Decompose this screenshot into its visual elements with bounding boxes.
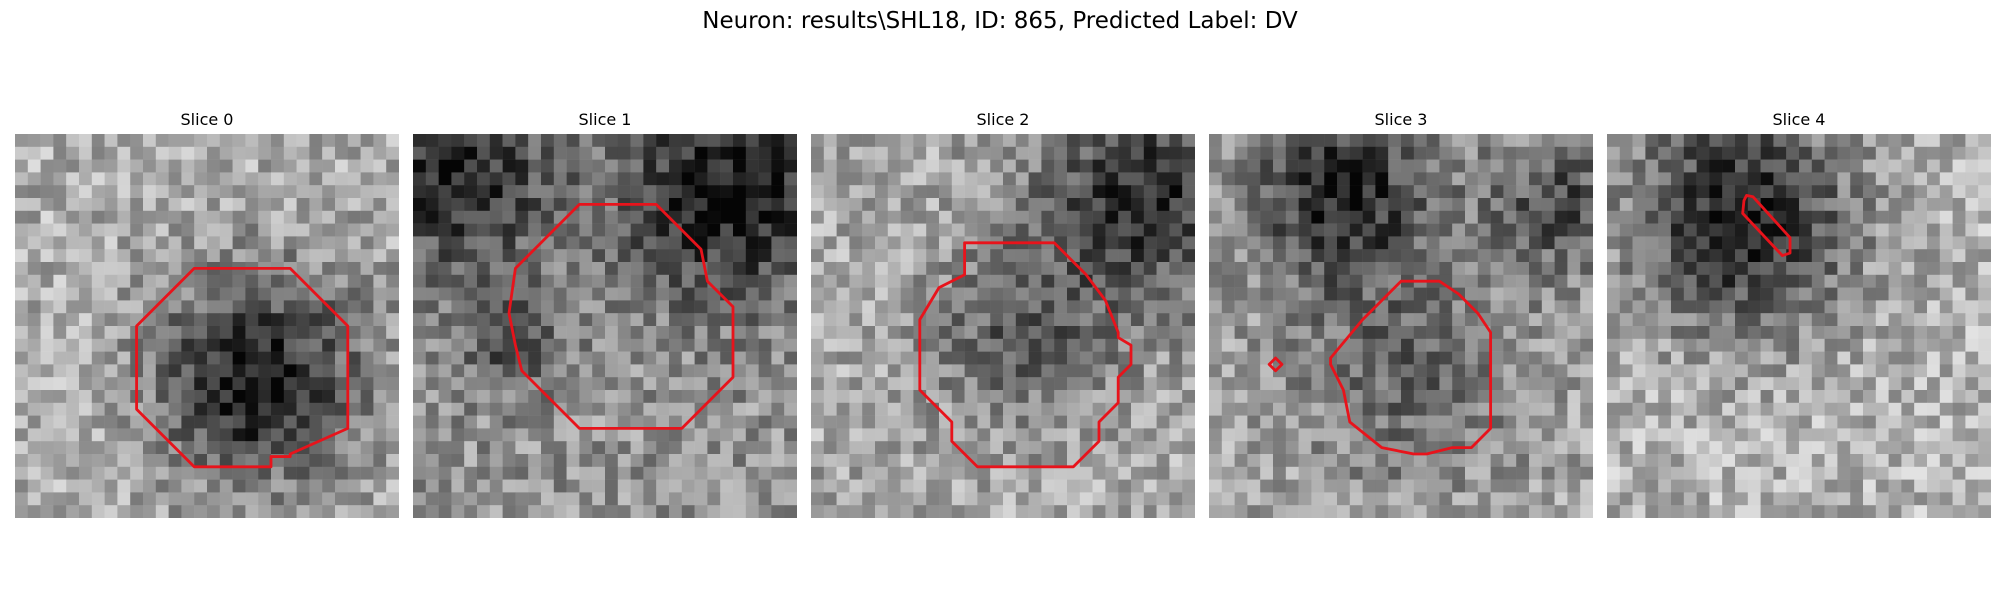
- slice-title: Slice 2: [976, 110, 1030, 129]
- slice-title: Slice 3: [1374, 110, 1428, 129]
- neuron-contour: [507, 202, 735, 430]
- figure-title: Neuron: results\SHL18, ID: 865, Predicte…: [702, 8, 1298, 34]
- slice-image: [1209, 134, 1593, 518]
- slice-title: Slice 4: [1772, 110, 1826, 129]
- slice-image: [15, 134, 399, 518]
- neuron-contour: [918, 241, 1133, 469]
- neuron-contour: [1741, 194, 1792, 258]
- neuron-contour: [1329, 279, 1493, 456]
- slice-title: Slice 1: [578, 110, 632, 129]
- neuron-contour-small: [1267, 356, 1284, 373]
- slice-title: Slice 0: [180, 110, 234, 129]
- slice-image: [1607, 134, 1991, 518]
- slice-image: [811, 134, 1195, 518]
- neuron-contour: [135, 266, 350, 469]
- slice-image: [413, 134, 797, 518]
